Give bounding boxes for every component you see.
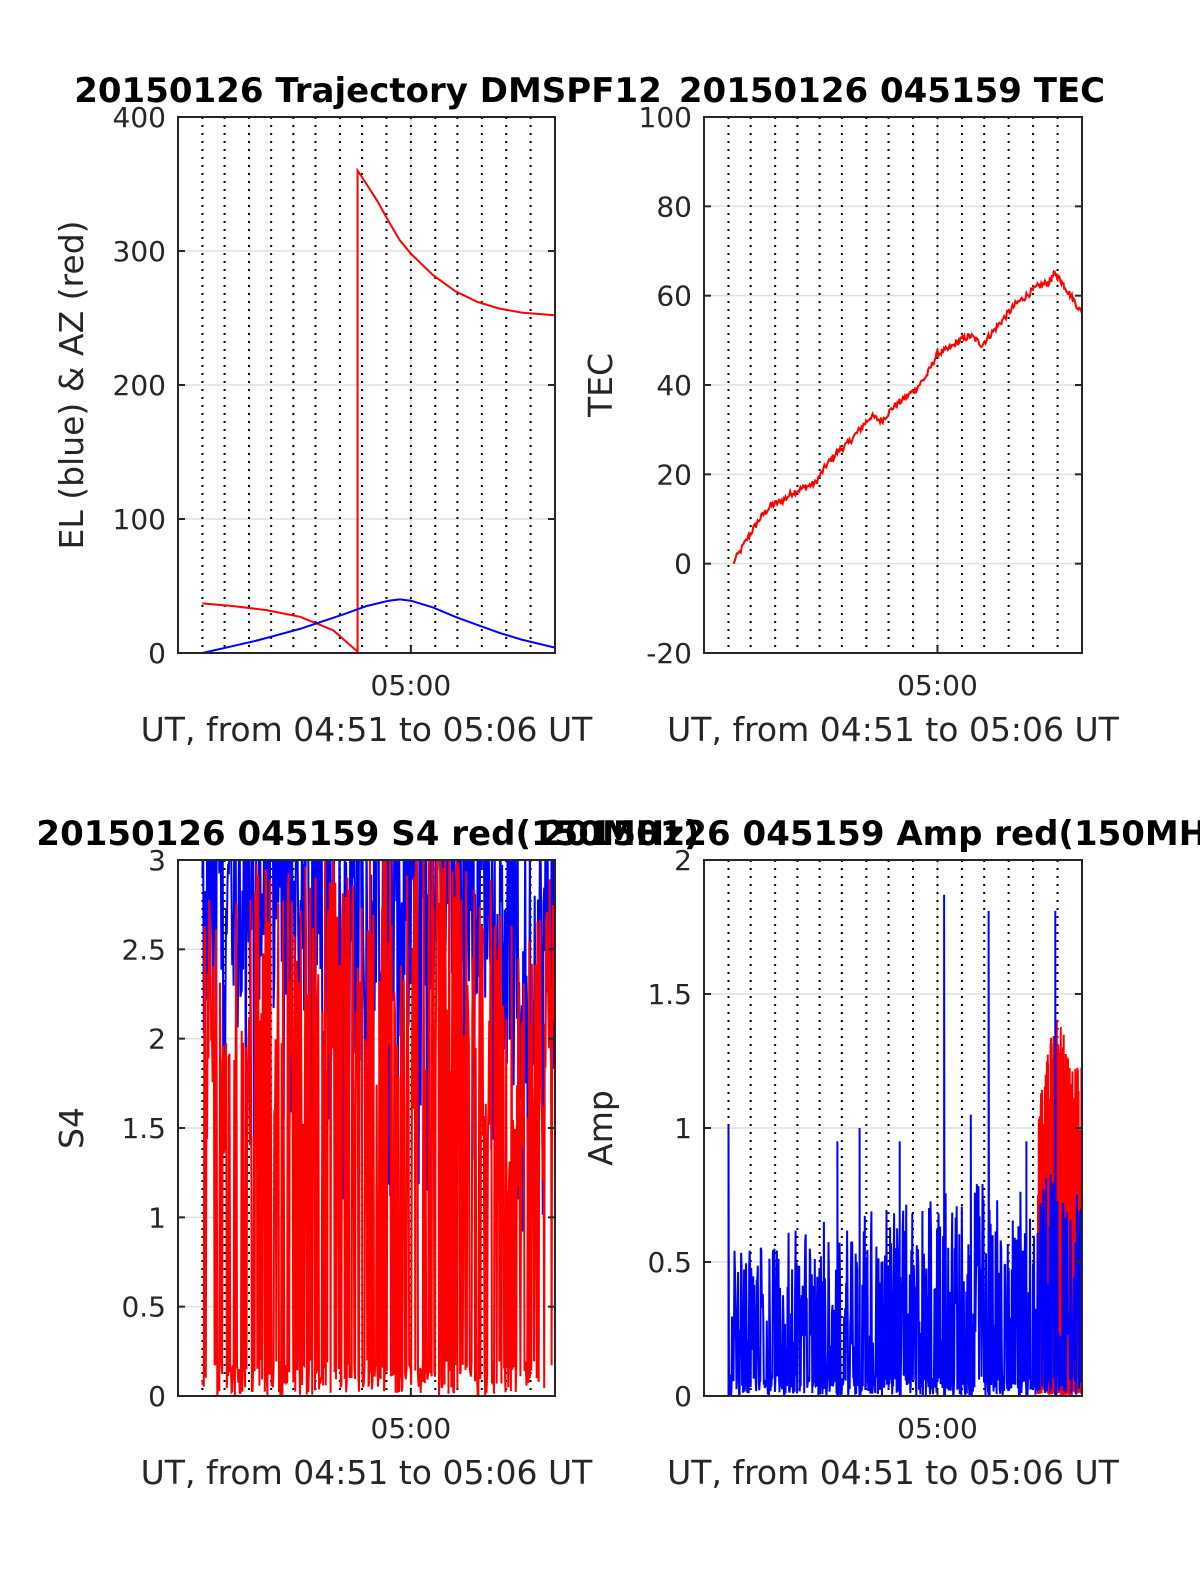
y-tick-label: 20 [656, 458, 692, 491]
panel-trajectory: 0 100 200 300 400 05:00 UT, from 04:51 to 05:0… [52, 101, 593, 749]
x-axis-label: UT, from 04:51 to 05:06 UT [667, 1453, 1120, 1492]
dotted-verticals [727, 117, 1059, 653]
x-tick-label: 05:00 [371, 1412, 452, 1445]
y-tick-label: 1.5 [647, 978, 692, 1011]
dotted-verticals [201, 117, 532, 653]
y-tick-label: 40 [656, 369, 692, 402]
x-tick-label: 05:00 [371, 669, 452, 702]
x-tick-label: 05:00 [897, 1412, 978, 1445]
title-trajectory: 20150126 Trajectory DMSPF12 [74, 71, 662, 111]
y-tick-label: 0 [148, 1380, 166, 1413]
series-line-red [732, 269, 1082, 564]
title-tec: 20150126 045159 TEC [679, 71, 1105, 111]
series-line-blue [727, 894, 1082, 1396]
y-axis-label: Amp [581, 1090, 620, 1166]
x-axis-label: UT, from 04:51 to 05:06 UT [141, 1453, 594, 1492]
y-tick-label: 0.5 [647, 1246, 692, 1279]
y-tick-label: 100 [113, 503, 166, 536]
y-tick-label: 300 [113, 235, 166, 268]
series-group [727, 894, 1082, 1396]
y-tick-label: 2.5 [121, 933, 166, 966]
x-axis-label: UT, from 04:51 to 05:06 UT [141, 710, 594, 749]
series-line-red [201, 860, 555, 1396]
series-group [202, 167, 555, 653]
y-tick-label: 3 [148, 844, 166, 877]
y-tick-label: 2 [674, 844, 692, 877]
title-amp: 20150126 045159 Amp red(150MHz) [541, 814, 1200, 854]
series-group [201, 860, 555, 1396]
series-line-blue [202, 598, 555, 653]
y-tick-label: 60 [656, 280, 692, 313]
series-line-red [202, 167, 555, 653]
y-tick-label: 80 [656, 190, 692, 223]
y-axis-label: S4 [52, 1107, 91, 1149]
y-tick-label: 100 [639, 101, 692, 134]
y-tick-label: 1 [148, 1201, 166, 1234]
y-tick-label: 200 [113, 369, 166, 402]
panel-tec: -20 0 20 40 60 80 100 05:00 UT, from 04:51 to 05… [581, 101, 1120, 749]
y-tick-label: 1.5 [121, 1112, 166, 1145]
y-tick-label: 2 [148, 1023, 166, 1056]
y-tick-label: 0 [148, 637, 166, 670]
x-axis-label: UT, from 04:51 to 05:06 UT [667, 710, 1120, 749]
title-s4: 20150126 045159 S4 red(150MHz) [36, 814, 699, 854]
y-tick-label: 400 [113, 101, 166, 134]
panel-s4: 0 0.5 1 1.5 2 2.5 3 05:00 UT, from 04:51 to 05:0… [52, 844, 594, 1492]
y-tick-label: 0 [674, 1380, 692, 1413]
dotted-verticals [727, 860, 1059, 1396]
y-axis-label: EL (blue) & AZ (red) [52, 220, 91, 549]
y-tick-label: 0 [674, 548, 692, 581]
y-tick-label: 0.5 [121, 1291, 166, 1324]
series-group [732, 269, 1082, 564]
panel-amp: 0 0.5 1 1.5 2 05:00 UT, from 04:51 to 05:06 UT… [581, 844, 1120, 1492]
y-axis-label: TEC [581, 353, 620, 418]
y-tick-label: -20 [646, 637, 692, 670]
x-tick-label: 05:00 [897, 669, 978, 702]
y-tick-label: 1 [674, 1112, 692, 1145]
